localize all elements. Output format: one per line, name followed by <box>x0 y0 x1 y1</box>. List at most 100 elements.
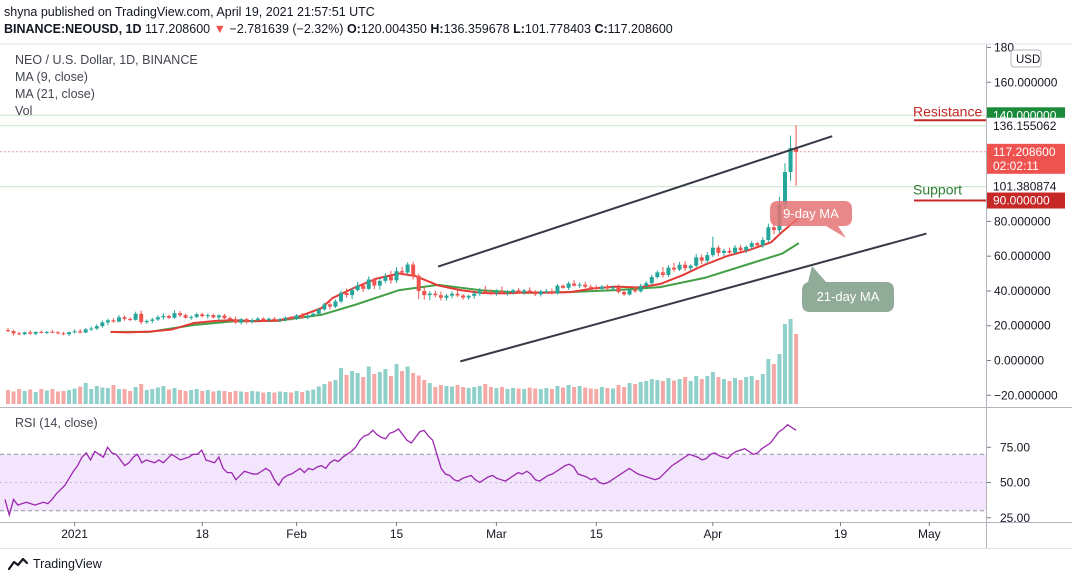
volume-bar <box>433 387 438 404</box>
candle-body <box>100 322 105 327</box>
legend-ma21: MA (21, close) <box>15 87 95 101</box>
volume-bar <box>638 382 643 404</box>
volume-bar <box>283 392 288 404</box>
candle-body <box>660 272 665 275</box>
time-tick-label: 15 <box>390 527 404 541</box>
candle-body <box>150 319 155 321</box>
candle-body <box>588 286 593 288</box>
published-line: shyna published on TradingView.com, Apri… <box>4 5 375 19</box>
volume-bar <box>89 389 94 404</box>
candle-body <box>394 271 399 281</box>
volume-bar <box>583 387 588 404</box>
volume-bar <box>499 387 504 404</box>
volume-bar <box>44 390 49 404</box>
volume-bar <box>94 386 99 404</box>
volume-bar <box>649 379 654 404</box>
volume-bar <box>144 390 149 404</box>
volume-bar <box>783 324 787 404</box>
volume-bar <box>239 391 244 404</box>
legend-vol: Vol <box>15 104 33 118</box>
volume-bar <box>178 390 183 404</box>
candle-body <box>78 331 83 333</box>
volume-bar <box>366 366 371 404</box>
currency-button[interactable] <box>1010 49 1042 68</box>
volume-bar <box>28 389 33 404</box>
tradingview-logo[interactable]: TradingView <box>7 557 102 571</box>
rsi-line <box>4 423 797 518</box>
volume-bar <box>777 354 782 404</box>
candle-body <box>749 243 754 247</box>
volume-bar <box>655 380 660 404</box>
candle-body <box>361 285 366 289</box>
volume-bar <box>771 364 776 404</box>
volume-bar <box>11 391 16 404</box>
high-value: 136.359678 <box>443 22 510 36</box>
candle-body <box>44 331 49 333</box>
candle-body <box>55 332 60 334</box>
volume-bar <box>205 390 210 404</box>
volume-bar <box>333 380 338 404</box>
symbol-label: BINANCE:NEOUSD, 1D <box>4 22 142 36</box>
candle-body <box>566 283 571 288</box>
time-tick-label: 19 <box>834 527 848 541</box>
volume-bar <box>422 380 427 404</box>
candle-body <box>250 320 255 322</box>
volume-bar <box>622 387 627 404</box>
candle-body <box>705 255 710 261</box>
candle-body <box>377 280 382 286</box>
volume-bar <box>322 384 327 404</box>
candle-body <box>333 301 338 307</box>
candle-body <box>627 289 632 295</box>
price-tick-label: 160.000000 <box>994 75 1058 89</box>
countdown-tag: 02:02:11 <box>993 159 1039 173</box>
candle-body <box>111 320 116 322</box>
candle-body <box>122 317 127 319</box>
volume-bar <box>394 364 399 404</box>
price-tick-label: 40.000000 <box>994 284 1051 298</box>
volume-bar <box>255 391 260 404</box>
candle-body <box>383 276 388 281</box>
support-price-tag: 90.000000 <box>993 194 1050 208</box>
volume-bar <box>477 386 482 404</box>
volume-bar <box>388 376 393 404</box>
candle-body <box>128 318 133 320</box>
candle-body <box>672 267 676 270</box>
volume-bar <box>22 391 27 404</box>
candle-body <box>505 292 510 294</box>
time-tick-label: 18 <box>196 527 210 541</box>
tradingview-logo-icon <box>7 557 29 571</box>
candle-body <box>644 283 649 286</box>
volume-bar <box>760 374 765 404</box>
volume-bar <box>189 390 194 404</box>
candle-body <box>738 247 743 251</box>
volume-bar <box>522 389 527 404</box>
candle-body <box>511 290 516 293</box>
candle-body <box>39 332 44 333</box>
volume-bar <box>527 387 532 404</box>
time-tick-label: 15 <box>590 527 604 541</box>
time-tick-label: Mar <box>486 527 507 541</box>
candle-body <box>516 290 521 293</box>
ohlc-line: BINANCE:NEOUSD, 1D 117.208600 ▼ −2.78163… <box>4 22 673 36</box>
volume-bar <box>272 392 277 404</box>
volume-bar <box>128 391 133 404</box>
volume-bar <box>660 381 665 404</box>
open-label: O: <box>346 22 361 36</box>
volume-bar <box>261 392 266 404</box>
volume-bar <box>233 391 238 404</box>
volume-bar <box>111 385 116 404</box>
candle-body <box>22 332 27 335</box>
volume-bar <box>505 389 510 404</box>
volume-bar <box>572 387 577 404</box>
volume-bar <box>672 380 676 404</box>
candle-body <box>527 290 532 293</box>
volume-bar <box>67 390 72 404</box>
volume-bar <box>133 387 138 404</box>
volume-bar <box>588 388 593 404</box>
volume-bar <box>644 381 649 404</box>
volume-bar <box>78 386 83 404</box>
ma9-line <box>110 217 800 334</box>
candle-body <box>688 265 693 269</box>
price-level-lines: Resistance Support <box>0 103 986 202</box>
